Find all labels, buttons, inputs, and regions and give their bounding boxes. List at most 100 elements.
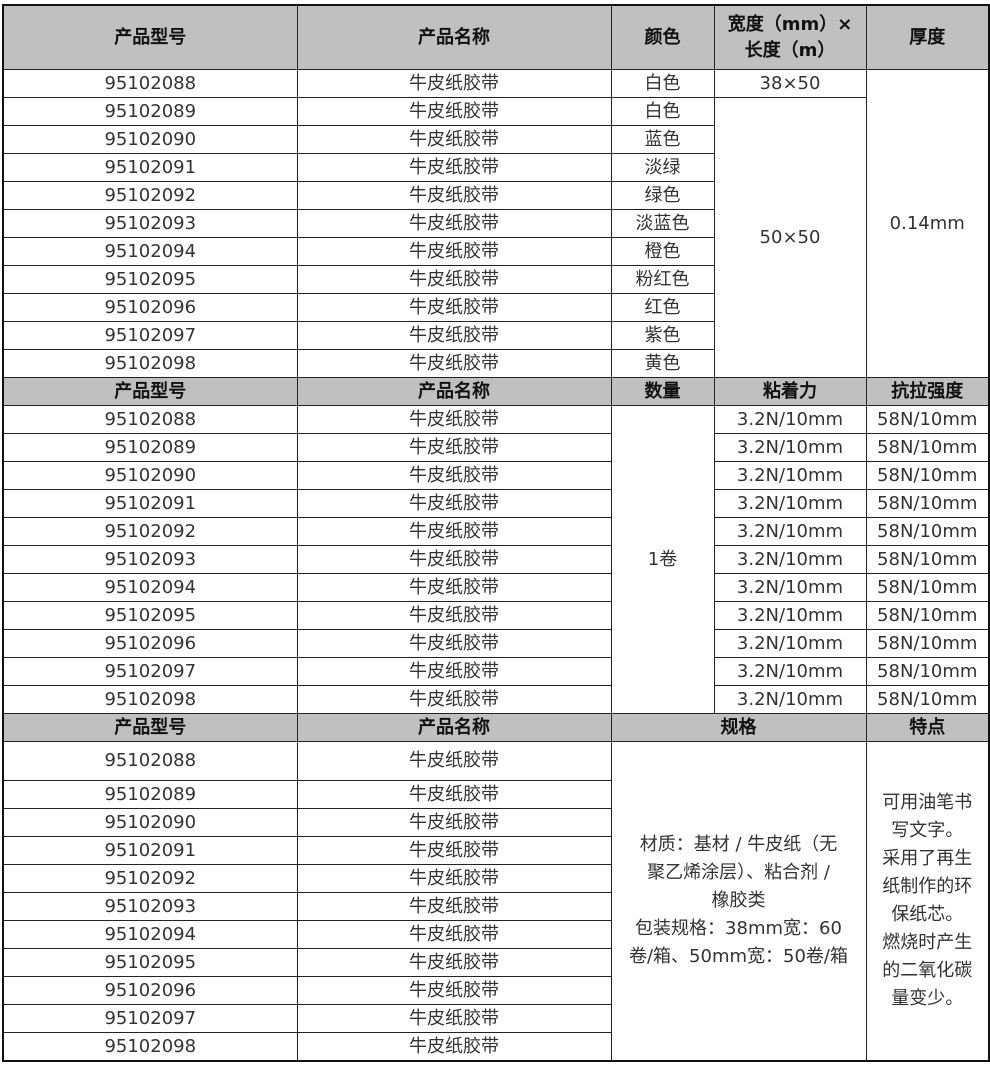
column-header: 产品型号 — [2, 4, 298, 70]
model-cell: 95102097 — [2, 657, 298, 686]
table-row: 95102091 牛皮纸胶带 — [2, 836, 989, 865]
model-cell: 95102088 — [2, 69, 298, 98]
model-cell: 95102091 — [2, 836, 298, 865]
column-header: 产品名称 — [296, 377, 612, 406]
name-cell: 牛皮纸胶带 — [296, 808, 612, 837]
name-cell: 牛皮纸胶带 — [296, 97, 612, 126]
spec-cell: 材质：基材 / 牛皮纸（无 聚乙烯涂层）、粘合剂 / 橡胶类 包装规格：38mm… — [610, 741, 867, 1062]
name-cell: 牛皮纸胶带 — [296, 69, 612, 98]
model-cell: 95102095 — [2, 948, 298, 977]
table-row: 95102088 牛皮纸胶带 材质：基材 / 牛皮纸（无 聚乙烯涂层）、粘合剂 / … — [2, 741, 990, 1062]
table-row: 95102090 牛皮纸胶带 3.2N/10mm 58N/10mm — [2, 461, 990, 490]
name-cell: 牛皮纸胶带 — [296, 685, 612, 714]
adhesion-cell: 3.2N/10mm — [713, 629, 867, 658]
column-header: 数量 — [610, 377, 715, 406]
name-cell: 牛皮纸胶带 — [296, 864, 612, 893]
name-cell: 牛皮纸胶带 — [296, 125, 612, 154]
table-row: 95102089 牛皮纸胶带 — [2, 780, 989, 809]
table-row: 95102097 牛皮纸胶带 3.2N/10mm 58N/10mm — [2, 657, 990, 686]
column-header: 产品型号 — [2, 713, 298, 742]
name-cell: 牛皮纸胶带 — [296, 405, 612, 434]
model-cell: 95102096 — [2, 976, 298, 1005]
table-row: 95102093 牛皮纸胶带 淡蓝色 — [2, 209, 989, 238]
model-cell: 95102088 — [2, 405, 298, 434]
model-cell: 95102096 — [2, 293, 298, 322]
adhesion-cell: 3.2N/10mm — [713, 657, 867, 686]
model-cell: 95102098 — [2, 349, 298, 378]
color-cell: 白色 — [610, 97, 715, 126]
model-cell: 95102098 — [2, 1032, 298, 1062]
name-cell: 牛皮纸胶带 — [296, 601, 612, 630]
features-cell: 可用油笔书 写文字。 采用了再生 纸制作的环 保纸芯。 燃烧时产生 的二氧化碳 … — [865, 741, 990, 1062]
model-cell: 95102091 — [2, 489, 298, 518]
tensile-cell: 58N/10mm — [865, 489, 990, 518]
tensile-cell: 58N/10mm — [865, 405, 990, 434]
header-row: 产品型号 产品名称 数量 粘着力 抗拉强度 — [2, 377, 990, 406]
color-cell: 淡蓝色 — [610, 209, 715, 238]
model-cell: 95102089 — [2, 97, 298, 126]
column-header: 产品名称 — [296, 713, 612, 742]
size-cell: 50×50 — [713, 97, 867, 378]
quantity-cell: 1卷 — [610, 405, 715, 714]
name-cell: 牛皮纸胶带 — [296, 976, 612, 1005]
model-cell: 95102094 — [2, 573, 298, 602]
header-row: 产品型号 产品名称 颜色 宽度（mm）× 长度（m） 厚度 — [2, 4, 990, 70]
table-row: 95102094 牛皮纸胶带 — [2, 920, 989, 949]
name-cell: 牛皮纸胶带 — [296, 1032, 612, 1062]
adhesion-cell: 3.2N/10mm — [713, 685, 867, 714]
table-row: 95102090 牛皮纸胶带 蓝色 — [2, 125, 989, 154]
model-cell: 95102091 — [2, 153, 298, 182]
table-row: 95102093 牛皮纸胶带 3.2N/10mm 58N/10mm — [2, 545, 990, 574]
tensile-cell: 58N/10mm — [865, 629, 990, 658]
color-cell: 淡绿 — [610, 153, 715, 182]
name-cell: 牛皮纸胶带 — [296, 237, 612, 266]
table-row: 95102089 牛皮纸胶带 白色 50×50 — [2, 97, 989, 378]
color-cell: 蓝色 — [610, 125, 715, 154]
table-row: 95102092 牛皮纸胶带 绿色 — [2, 181, 989, 210]
size-cell: 38×50 — [713, 69, 867, 98]
name-cell: 牛皮纸胶带 — [296, 741, 612, 781]
table-row: 95102091 牛皮纸胶带 3.2N/10mm 58N/10mm — [2, 489, 990, 518]
table-row: 95102091 牛皮纸胶带 淡绿 — [2, 153, 989, 182]
table-row: 95102095 牛皮纸胶带 3.2N/10mm 58N/10mm — [2, 601, 990, 630]
name-cell: 牛皮纸胶带 — [296, 657, 612, 686]
tensile-cell: 58N/10mm — [865, 545, 990, 574]
table-row: 95102094 牛皮纸胶带 3.2N/10mm 58N/10mm — [2, 573, 990, 602]
name-cell: 牛皮纸胶带 — [296, 433, 612, 462]
tensile-cell: 58N/10mm — [865, 573, 990, 602]
column-header: 产品名称 — [296, 4, 612, 70]
model-cell: 95102090 — [2, 808, 298, 837]
adhesion-cell: 3.2N/10mm — [713, 601, 867, 630]
name-cell: 牛皮纸胶带 — [296, 517, 612, 546]
adhesion-cell: 3.2N/10mm — [713, 433, 867, 462]
model-cell: 95102088 — [2, 741, 298, 781]
model-cell: 95102092 — [2, 517, 298, 546]
model-cell: 95102092 — [2, 864, 298, 893]
table-row: 95102092 牛皮纸胶带 3.2N/10mm 58N/10mm — [2, 517, 990, 546]
adhesion-cell: 3.2N/10mm — [713, 405, 867, 434]
table-row: 95102095 牛皮纸胶带 粉红色 — [2, 265, 989, 294]
name-cell: 牛皮纸胶带 — [296, 181, 612, 210]
model-cell: 95102089 — [2, 433, 298, 462]
column-header: 产品型号 — [2, 377, 298, 406]
column-header: 颜色 — [610, 4, 715, 70]
model-cell: 95102090 — [2, 461, 298, 490]
table-row: 95102098 牛皮纸胶带 黄色 — [2, 349, 989, 378]
adhesion-cell: 3.2N/10mm — [713, 489, 867, 518]
header-row: 产品型号 产品名称 规格 特点 — [2, 713, 990, 742]
tensile-cell: 58N/10mm — [865, 601, 990, 630]
name-cell: 牛皮纸胶带 — [296, 629, 612, 658]
model-cell: 95102092 — [2, 181, 298, 210]
name-cell: 牛皮纸胶带 — [296, 321, 612, 350]
model-cell: 95102097 — [2, 321, 298, 350]
name-cell: 牛皮纸胶带 — [296, 461, 612, 490]
model-cell: 95102094 — [2, 920, 298, 949]
name-cell: 牛皮纸胶带 — [296, 892, 612, 921]
model-cell: 95102096 — [2, 629, 298, 658]
tensile-cell: 58N/10mm — [865, 517, 990, 546]
table-row: 95102096 牛皮纸胶带 3.2N/10mm 58N/10mm — [2, 629, 990, 658]
color-cell: 绿色 — [610, 181, 715, 210]
name-cell: 牛皮纸胶带 — [296, 293, 612, 322]
column-header: 粘着力 — [713, 377, 867, 406]
name-cell: 牛皮纸胶带 — [296, 920, 612, 949]
